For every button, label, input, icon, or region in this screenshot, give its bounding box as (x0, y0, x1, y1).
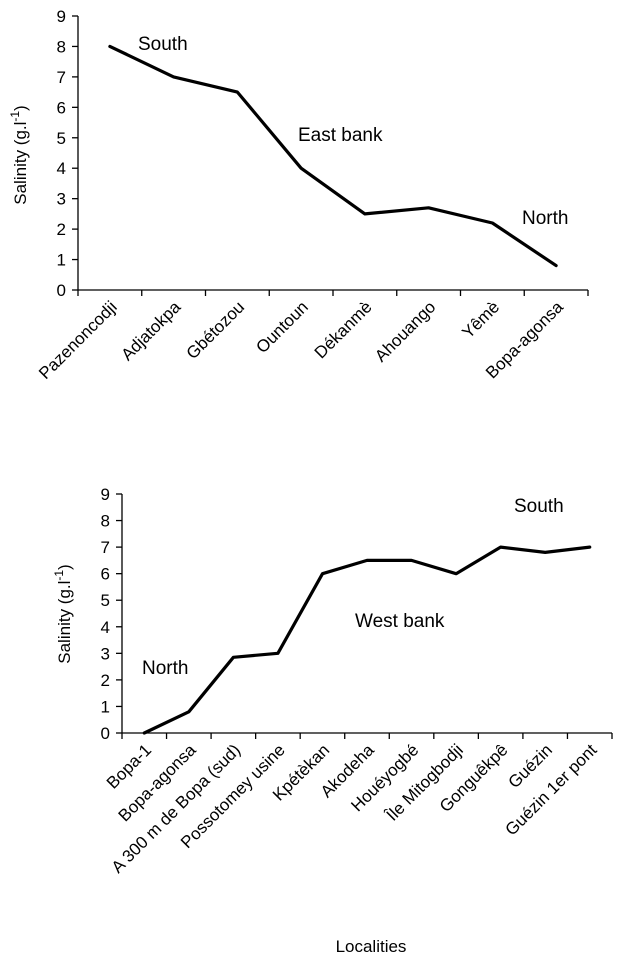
x-axis-label: Localities (336, 937, 407, 956)
y-tick-label: 9 (101, 485, 110, 504)
x-tick-label: Ahouango (371, 297, 439, 365)
y-tick-label: 8 (57, 37, 66, 56)
annotation-label: West bank (355, 611, 445, 632)
y-tick-label: 6 (101, 565, 110, 584)
annotation-label: North (522, 208, 568, 229)
x-tick-label: Pazenoncodji (35, 297, 121, 383)
y-tick-label: 2 (101, 671, 110, 690)
y-tick-label: 5 (101, 591, 110, 610)
y-tick-label: 4 (101, 618, 110, 637)
y-axis-label: Salinity (g.l-1) (8, 105, 30, 204)
series-line (142, 545, 592, 735)
series-line (108, 44, 558, 268)
x-tick-label: Yêmè (458, 297, 503, 342)
y-tick-label: 1 (57, 251, 66, 270)
y-tick-label: 4 (57, 159, 66, 178)
y-tick-label: 0 (101, 724, 110, 743)
y-tick-label: 8 (101, 512, 110, 531)
y-tick-label: 5 (57, 129, 66, 148)
x-tick-label: Adjatokpa (118, 297, 185, 364)
y-tick-label: 3 (57, 190, 66, 209)
y-tick-label: 0 (57, 281, 66, 300)
x-tick-label: Gbétozou (183, 297, 249, 363)
x-tick-label: Ountoun (252, 297, 312, 357)
y-tick-label: 7 (57, 68, 66, 87)
annotation-label: North (142, 658, 188, 679)
y-tick-label: 6 (57, 98, 66, 117)
annotation-label: South (138, 34, 188, 55)
y-tick-label: 1 (101, 697, 110, 716)
y-axis-label: Salinity (g.l-1) (52, 564, 74, 663)
y-tick-label: 7 (101, 538, 110, 557)
y-tick-label: 2 (57, 220, 66, 239)
x-tick-label: Dékanmè (311, 297, 376, 362)
y-tick-label: 9 (57, 7, 66, 26)
annotation-label: East bank (298, 125, 383, 146)
y-tick-label: 3 (101, 644, 110, 663)
annotation-label: South (514, 496, 564, 517)
